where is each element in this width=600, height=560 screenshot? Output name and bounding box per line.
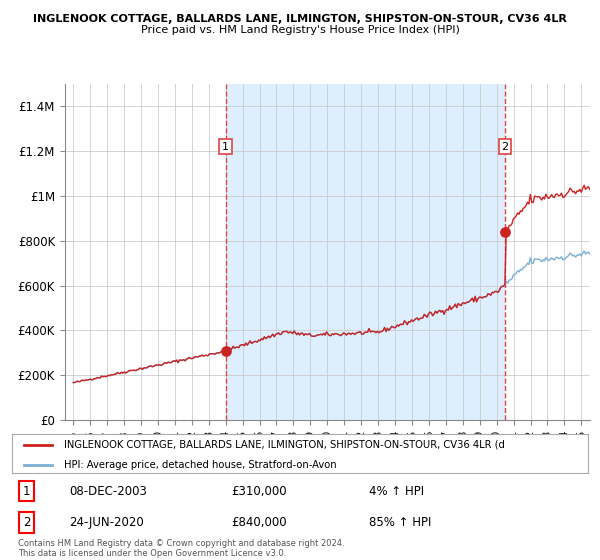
Text: INGLENOOK COTTAGE, BALLARDS LANE, ILMINGTON, SHIPSTON-ON-STOUR, CV36 4LR: INGLENOOK COTTAGE, BALLARDS LANE, ILMING… [33,14,567,24]
Text: Contains HM Land Registry data © Crown copyright and database right 2024.
This d: Contains HM Land Registry data © Crown c… [18,539,344,558]
Bar [226,84,505,420]
Text: 08-DEC-2003: 08-DEC-2003 [70,484,148,498]
Text: HPI: Average price, detached house, Stratford-on-Avon: HPI: Average price, detached house, Stra… [64,460,337,470]
Text: 2: 2 [23,516,30,529]
Text: 1: 1 [222,142,229,152]
Text: 85% ↑ HPI: 85% ↑ HPI [369,516,431,529]
Point [500,227,510,236]
Text: £840,000: £840,000 [231,516,287,529]
Text: 4% ↑ HPI: 4% ↑ HPI [369,484,424,498]
Point [221,346,230,355]
Text: INGLENOOK COTTAGE, BALLARDS LANE, ILMINGTON, SHIPSTON-ON-STOUR, CV36 4LR (d: INGLENOOK COTTAGE, BALLARDS LANE, ILMING… [64,440,505,450]
Text: £310,000: £310,000 [231,484,287,498]
Text: 1: 1 [23,484,30,498]
Text: 24-JUN-2020: 24-JUN-2020 [70,516,145,529]
Text: Price paid vs. HM Land Registry's House Price Index (HPI): Price paid vs. HM Land Registry's House … [140,25,460,35]
Text: 2: 2 [502,142,509,152]
